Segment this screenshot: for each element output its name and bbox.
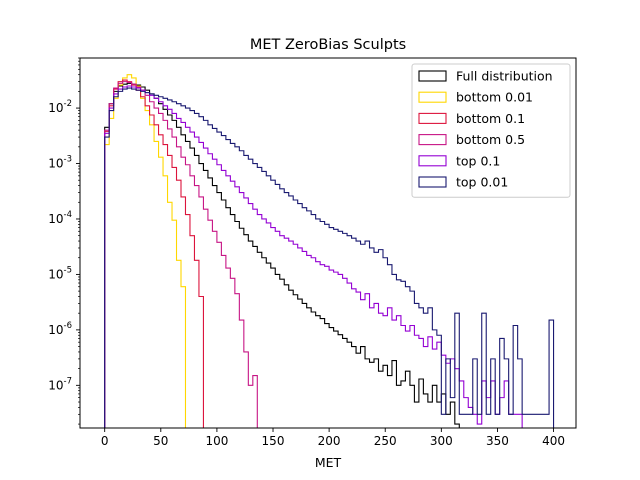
legend-swatch — [418, 134, 447, 146]
legend-swatch — [418, 176, 447, 188]
legend-swatch — [418, 70, 447, 82]
series-line-3 — [104, 81, 258, 428]
legend-entry-label: bottom 0.1 — [456, 111, 525, 126]
y-axis-ticks: 10-7 10-6 10-5 10-4 10-3 10-2 — [48, 57, 80, 425]
series-line-1 — [104, 74, 187, 428]
legend-swatch — [418, 91, 447, 103]
series-line-0 — [104, 82, 460, 428]
legend: Full distribution bottom 0.01 bottom 0.1 bo… — [411, 63, 571, 198]
series-line-2 — [104, 79, 204, 428]
legend-entry-label: bottom 0.5 — [456, 132, 525, 147]
x-tick-label: 350 — [486, 434, 509, 448]
legend-entry-label: top 0.01 — [456, 175, 508, 190]
legend-entry-label: bottom 0.01 — [456, 90, 533, 105]
series-line-5 — [104, 87, 555, 428]
legend-entry-label: top 0.1 — [456, 153, 500, 168]
axes-frame — [79, 57, 577, 429]
x-tick-label: 400 — [542, 434, 565, 448]
legend-box — [411, 63, 571, 198]
x-axis-ticks: 0 50 100 150 200 250 300 350 400 — [101, 428, 565, 448]
y-tick-label: 10-3 — [48, 155, 72, 171]
y-tick-label: 10-7 — [48, 376, 72, 392]
x-axis-label: MET — [315, 455, 342, 470]
legend-swatch — [418, 112, 447, 124]
x-tick-label: 0 — [101, 434, 109, 448]
chart-title: MET ZeroBias Sculpts — [250, 37, 406, 53]
y-tick-label: 10-4 — [48, 210, 72, 226]
y-tick-label: 10-6 — [48, 321, 72, 337]
x-tick-label: 300 — [430, 434, 453, 448]
y-tick-label: 10-5 — [48, 265, 72, 281]
y-tick-label: 10-2 — [48, 99, 72, 115]
x-tick-label: 100 — [205, 434, 228, 448]
x-tick-label: 150 — [262, 434, 285, 448]
legend-entry-label: Full distribution — [456, 69, 553, 84]
x-tick-label: 50 — [153, 434, 168, 448]
x-tick-label: 200 — [318, 434, 341, 448]
legend-swatch — [418, 155, 447, 167]
series-layer — [104, 74, 555, 428]
x-tick-label: 250 — [374, 434, 397, 448]
